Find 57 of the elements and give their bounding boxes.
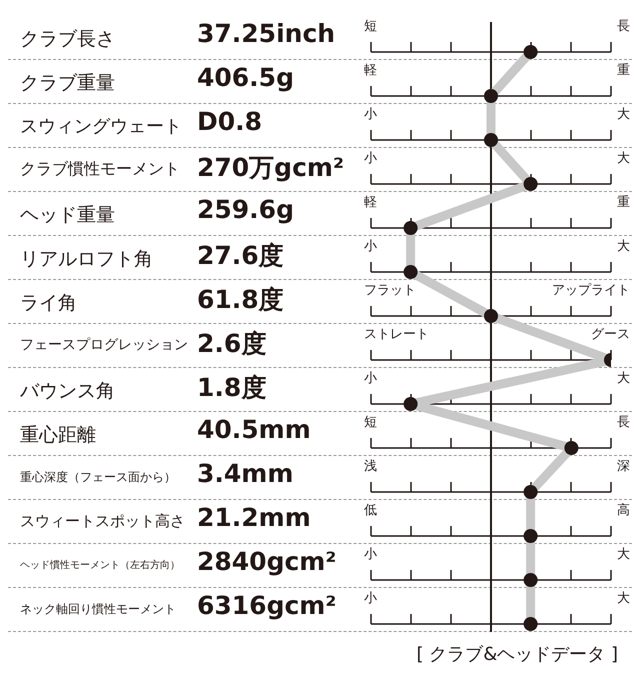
annotation: ストレート: [364, 326, 429, 343]
annotation: グース: [591, 326, 630, 343]
text: 低: [364, 502, 377, 519]
text: 1.8度: [197, 372, 266, 404]
text: 259.6g: [197, 195, 294, 224]
y-tick-label: バウンス角: [20, 378, 115, 404]
text: 270万gcm²: [197, 152, 344, 184]
text: 軽: [364, 194, 377, 211]
text: D0.8: [197, 107, 262, 136]
y-tick-label: クラブ重量: [20, 70, 115, 96]
text: 2840gcm²: [197, 547, 336, 576]
text: 短: [364, 18, 377, 35]
y-tick-label: 重心距離: [20, 422, 96, 448]
y-tick-label: スウィングウェート: [20, 115, 182, 138]
y-tick-label: クラブ慣性モーメント: [20, 159, 180, 180]
text: 61.8度: [197, 284, 284, 316]
annotation: アップライト: [552, 282, 630, 299]
y-tick-label: ネック軸回り慣性モーメント: [20, 601, 176, 618]
text: 6316gcm²: [197, 591, 336, 620]
text: 長: [617, 18, 630, 35]
text: 長: [617, 414, 630, 431]
text: 3.4mm: [197, 459, 294, 488]
text: 大: [617, 590, 630, 607]
y-tick-label: ヘッド慣性モーメント（左右方向）: [20, 558, 180, 572]
text: 大: [617, 546, 630, 563]
text: 小: [364, 150, 377, 167]
y-tick-label: 重心深度（フェース面から）: [20, 469, 176, 486]
y-tick-label: スウィートスポット高さ: [20, 512, 185, 530]
text: 21.2mm: [197, 503, 311, 532]
y-tick-label: ヘッド重量: [20, 202, 115, 228]
text: 重: [617, 194, 630, 211]
text: 2.6度: [197, 328, 266, 360]
text: 406.5g: [197, 63, 294, 92]
text: 軽: [364, 62, 377, 79]
text: 大: [617, 106, 630, 123]
y-tick-label: リアルロフト角: [20, 246, 153, 272]
text: 小: [364, 106, 377, 123]
text: 37.25inch: [197, 19, 336, 48]
text: [ クラブ&ヘッドデータ ]: [416, 643, 618, 666]
text: 短: [364, 414, 377, 431]
text: 浅: [364, 458, 377, 475]
y-tick-label: ライ角: [20, 290, 77, 316]
text: 重: [617, 62, 630, 79]
text: 大: [617, 238, 630, 255]
text: 大: [617, 150, 630, 167]
annotation: フラット: [364, 282, 416, 299]
y-tick-label: フェースプログレッション: [20, 336, 188, 354]
text: 深: [617, 458, 630, 475]
text: 小: [364, 546, 377, 563]
text: 小: [364, 370, 377, 387]
text: 高: [617, 502, 630, 519]
text: 小: [364, 238, 377, 255]
y-tick-label: クラブ長さ: [20, 26, 115, 52]
text: 大: [617, 370, 630, 387]
text: 40.5mm: [197, 415, 311, 444]
text: 27.6度: [197, 240, 284, 272]
text: 小: [364, 590, 377, 607]
